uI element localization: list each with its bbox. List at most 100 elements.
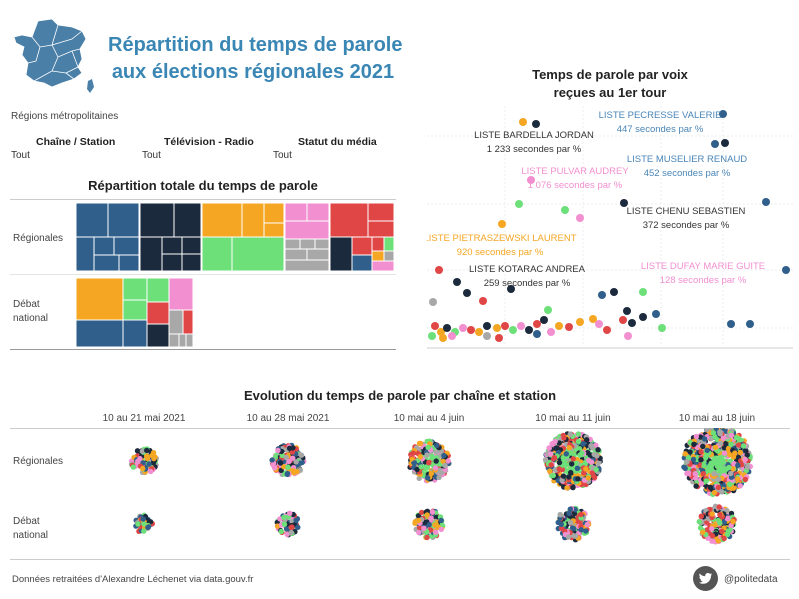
scatter-point[interactable]	[610, 288, 618, 296]
bubble-cluster[interactable]	[133, 512, 155, 534]
bubble-point	[437, 467, 443, 473]
scatter-point[interactable]	[532, 120, 540, 128]
bubble-point	[684, 470, 690, 477]
scatter-point[interactable]	[639, 288, 647, 296]
scatter-point[interactable]	[519, 118, 527, 126]
scatter-point[interactable]	[448, 332, 456, 340]
scatter-point[interactable]	[507, 285, 515, 293]
scatter-point[interactable]	[525, 326, 533, 334]
scatter-point[interactable]	[498, 220, 506, 228]
scatter-point[interactable]	[483, 332, 491, 340]
scatter-point[interactable]	[782, 266, 790, 274]
scatter-point[interactable]	[652, 310, 660, 318]
bubble-cluster[interactable]	[128, 446, 159, 475]
scatter-point[interactable]	[658, 324, 666, 332]
filter-chaine-station[interactable]: Chaîne / Station Tout	[11, 136, 131, 161]
scatter-point[interactable]	[479, 297, 487, 305]
filter-value[interactable]: Tout	[11, 150, 30, 161]
scatter-point[interactable]	[565, 323, 573, 331]
scatter-point[interactable]	[639, 313, 647, 321]
scatter-point[interactable]	[598, 291, 606, 299]
scatter-point[interactable]	[711, 140, 719, 148]
bubble-point	[433, 514, 440, 520]
bubble-point	[700, 471, 706, 477]
title-line-1: Répartition du temps de parole	[108, 34, 403, 56]
bubble-point	[580, 441, 586, 447]
bubble-point	[429, 509, 436, 515]
scatter-point[interactable]	[719, 110, 727, 118]
scatter-point[interactable]	[453, 278, 461, 286]
bubble-point	[275, 447, 281, 454]
bubble-point	[589, 444, 595, 451]
filter-television-radio[interactable]: Télévision - Radio Tout	[142, 136, 262, 161]
bubble-point	[701, 462, 707, 469]
scatter-point[interactable]	[762, 198, 770, 206]
scatter-point[interactable]	[459, 324, 467, 332]
scatter-point[interactable]	[515, 200, 523, 208]
bubble-point	[421, 525, 427, 531]
scatter-point[interactable]	[746, 320, 754, 328]
twitter-button[interactable]	[693, 566, 718, 591]
bubble-cluster[interactable]	[274, 510, 301, 538]
annotation-pulvar-value: 1 076 secondes par %	[528, 180, 623, 191]
bubble-cluster[interactable]	[542, 431, 603, 491]
scatter-point[interactable]	[443, 324, 451, 332]
scatter-point[interactable]	[467, 326, 475, 334]
treemap-chart[interactable]	[76, 203, 394, 347]
scatter-point[interactable]	[509, 326, 517, 334]
scatter-point[interactable]	[475, 328, 483, 336]
scatter-point[interactable]	[431, 322, 439, 330]
scatter-point[interactable]	[561, 206, 569, 214]
bubble-cluster[interactable]	[696, 503, 737, 545]
bubble-point	[583, 528, 589, 534]
scatter-point[interactable]	[624, 332, 632, 340]
bubble-cluster[interactable]	[555, 505, 592, 543]
scatter-point[interactable]	[727, 320, 735, 328]
scatter-point[interactable]	[493, 324, 501, 332]
bubble-point	[293, 517, 299, 523]
scatter-point[interactable]	[619, 316, 627, 324]
scatter-point[interactable]	[589, 315, 597, 323]
scatter-point[interactable]	[495, 334, 503, 342]
scatter-point[interactable]	[576, 318, 584, 326]
filter-statut-media[interactable]: Statut du média Tout	[273, 136, 393, 161]
twitter-handle[interactable]: @politedata	[724, 574, 778, 585]
treemap-navy	[139, 203, 202, 272]
scatter-chart[interactable]: LISTE PECRESSE VALERIE 447 secondes par …	[427, 106, 793, 352]
scatter-point[interactable]	[435, 266, 443, 274]
bubble-cluster[interactable]	[681, 428, 753, 498]
scatter-point[interactable]	[439, 334, 447, 342]
bubble-cluster[interactable]	[412, 508, 446, 541]
scatter-point[interactable]	[463, 289, 471, 297]
scatter-point[interactable]	[429, 298, 437, 306]
scatter-point[interactable]	[547, 328, 555, 336]
scatter-point[interactable]	[555, 322, 563, 330]
scatter-point[interactable]	[527, 176, 535, 184]
scatter-point[interactable]	[501, 322, 509, 330]
scatter-point[interactable]	[628, 319, 636, 327]
bubble-cluster[interactable]	[407, 438, 452, 484]
filter-value[interactable]: Tout	[142, 150, 161, 161]
bubble-point	[559, 525, 565, 531]
scatter-point[interactable]	[540, 316, 548, 324]
scatter-point[interactable]	[620, 199, 628, 207]
bubble-point	[716, 468, 722, 474]
scatter-point[interactable]	[533, 320, 541, 328]
scatter-point[interactable]	[428, 332, 436, 340]
filter-value[interactable]: Tout	[273, 150, 292, 161]
scatter-point[interactable]	[483, 322, 491, 330]
bubble-point	[734, 476, 741, 482]
annotation-bardella-name: LISTE BARDELLA JORDAN	[474, 130, 594, 141]
bubble-point	[556, 459, 563, 466]
scatter-point[interactable]	[595, 320, 603, 328]
evolution-bubble-grid[interactable]	[0, 428, 799, 558]
scatter-point[interactable]	[544, 306, 552, 314]
bubble-point	[566, 474, 572, 480]
scatter-point[interactable]	[576, 214, 584, 222]
scatter-point[interactable]	[623, 307, 631, 315]
bubble-cluster[interactable]	[269, 442, 307, 478]
scatter-point[interactable]	[517, 322, 525, 330]
scatter-point[interactable]	[603, 326, 611, 334]
scatter-point[interactable]	[721, 139, 729, 147]
scatter-point[interactable]	[533, 330, 541, 338]
